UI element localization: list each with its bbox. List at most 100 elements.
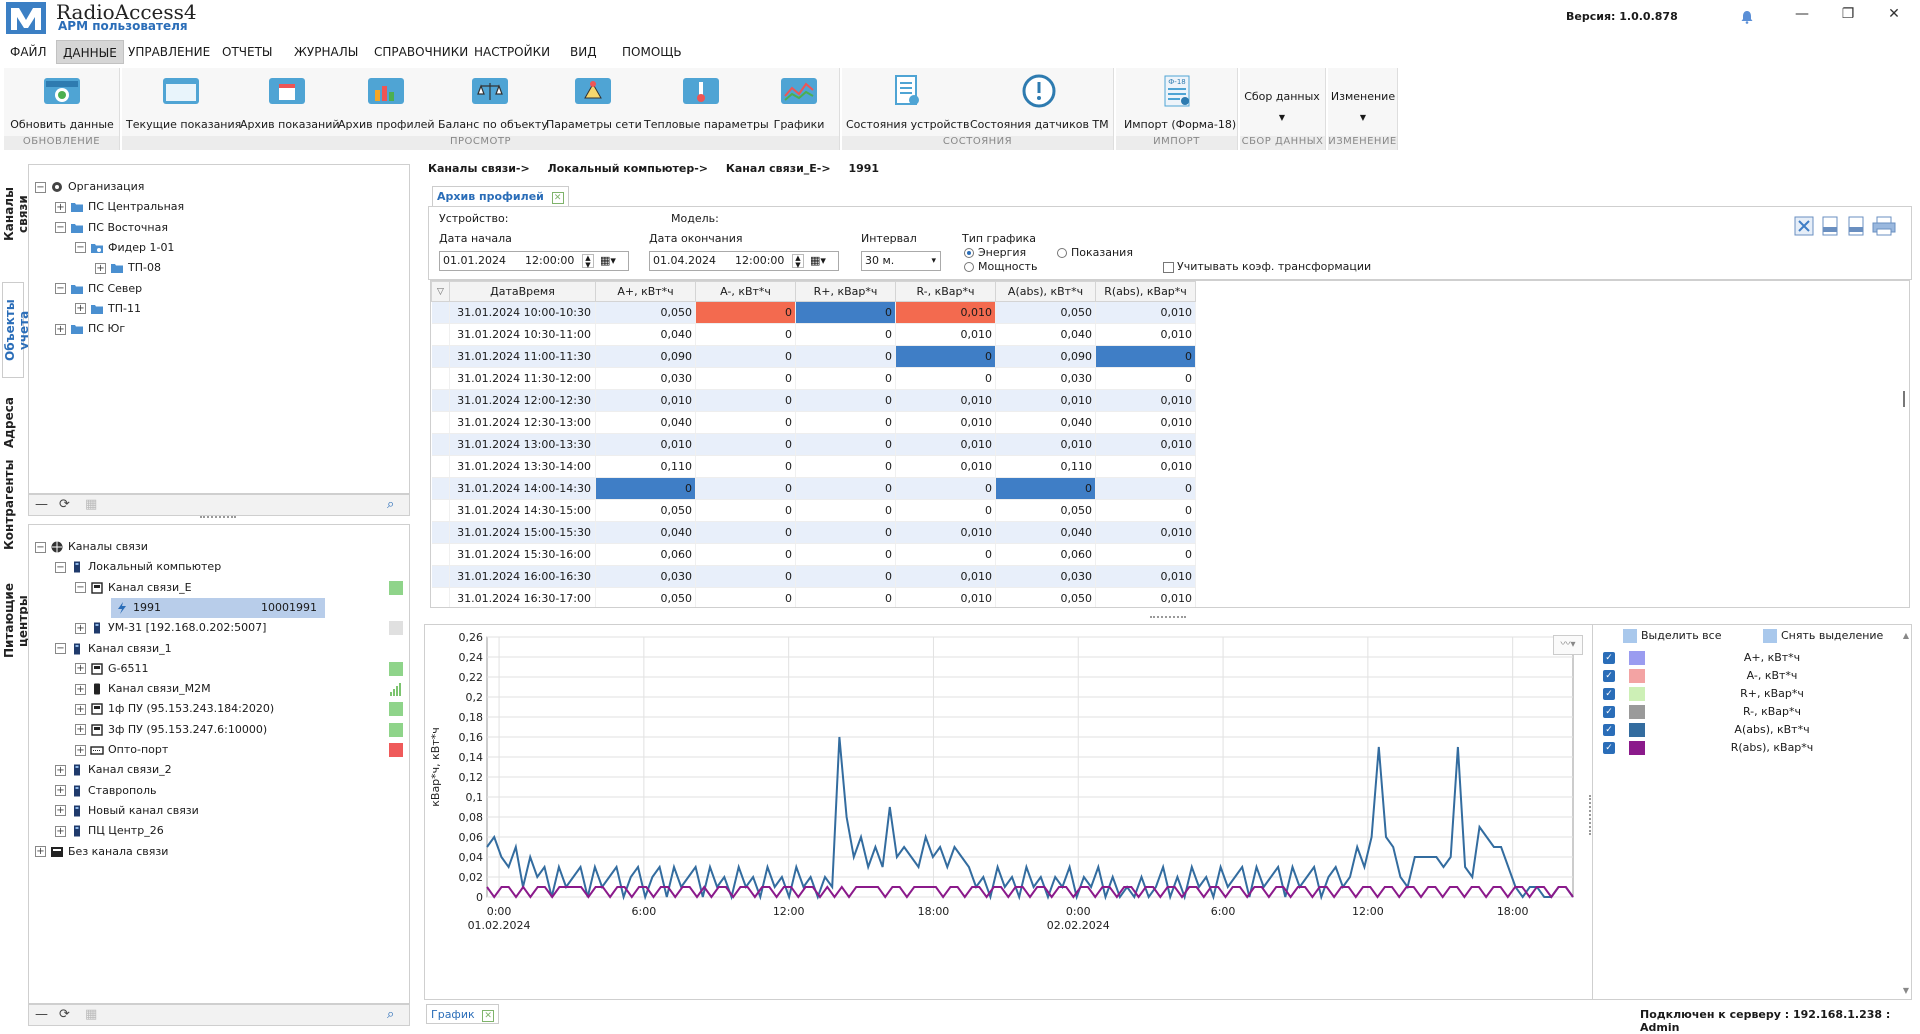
expand-toggle-icon[interactable]: +: [55, 805, 66, 817]
expand-toggle-icon[interactable]: −: [55, 222, 66, 234]
menu-file[interactable]: ФАЙЛ: [10, 45, 47, 59]
bell-icon[interactable]: [1740, 10, 1754, 24]
menu-settings[interactable]: НАСТРОЙКИ: [474, 45, 551, 59]
tree-item[interactable]: + ТП-08: [95, 258, 161, 278]
table-row[interactable]: 31.01.2024 14:00-14:30 0 0 0 0 0 0: [431, 477, 1196, 500]
change-dropdown[interactable]: Изменение ▼: [1330, 90, 1396, 122]
legend-item[interactable]: ✓ R-, кВар*ч: [1599, 703, 1891, 721]
close-button[interactable]: ✕: [1888, 6, 1900, 22]
sensor-states-button[interactable]: Состояния датчиков ТМ: [970, 74, 1109, 134]
graphs-button[interactable]: Графики: [762, 74, 836, 134]
breadcrumb-item[interactable]: Канал связи_Е->: [725, 162, 831, 175]
checkbox-checked-icon[interactable]: ✓: [1603, 688, 1615, 700]
scrollbar-thumb[interactable]: [1903, 391, 1905, 407]
menu-view[interactable]: ВИД: [570, 45, 597, 59]
radio-readings[interactable]: Показания: [1057, 246, 1133, 259]
expand-toggle-icon[interactable]: +: [95, 262, 106, 274]
legend-item[interactable]: ✓ A(abs), кВт*ч: [1599, 721, 1891, 739]
deselect-all-button[interactable]: Снять выделение: [1763, 629, 1883, 645]
search-icon[interactable]: ⌕: [387, 497, 395, 512]
table-row[interactable]: 31.01.2024 12:30-13:00 0,040 0 0 0,010 0,040 0…: [431, 411, 1196, 434]
tab-addresses[interactable]: Адреса: [2, 397, 16, 449]
tab-power-centers[interactable]: Питающие центры: [2, 583, 30, 659]
tree-item[interactable]: − Каналы связи: [35, 537, 148, 557]
table-row[interactable]: 31.01.2024 10:00-10:30 0,050 0 0 0,010 0,050 0…: [431, 301, 1196, 324]
start-date-field[interactable]: 01.01.2024 12:00:00 ▲ ▼ ▦▾: [439, 251, 629, 271]
network-params-button[interactable]: Параметры сети: [546, 74, 642, 134]
scroll-up-icon[interactable]: ▲: [1902, 631, 1909, 640]
tree-item[interactable]: + G-6511: [75, 659, 149, 679]
legend-item[interactable]: ✓ R(abs), кВар*ч: [1599, 739, 1891, 757]
tree-item[interactable]: + Канал связи_2: [55, 760, 172, 780]
scroll-down-icon[interactable]: ▼: [1902, 986, 1909, 995]
expand-toggle-icon[interactable]: +: [55, 201, 66, 213]
tab-archive-profiles[interactable]: Архив профилей ✕: [432, 186, 569, 206]
archive-readings-button[interactable]: Архив показаний: [240, 74, 340, 134]
tree-item[interactable]: + Опто-порт: [75, 740, 168, 760]
tree-item[interactable]: 1991 10001991: [111, 597, 325, 618]
expand-toggle-icon[interactable]: +: [55, 785, 66, 797]
menu-data[interactable]: ДАННЫЕ: [56, 40, 124, 64]
minimize-button[interactable]: —: [1795, 6, 1809, 22]
filter-icon[interactable]: ▽: [431, 281, 450, 302]
menu-reports[interactable]: ОТЧЕТЫ: [222, 45, 273, 59]
legend-item[interactable]: ✓ R+, кВар*ч: [1599, 685, 1891, 703]
expand-toggle-icon[interactable]: −: [55, 561, 66, 573]
checkbox-checked-icon[interactable]: ✓: [1603, 652, 1615, 664]
table-row[interactable]: 31.01.2024 13:30-14:00 0,110 0 0 0,010 0,110 0…: [431, 455, 1196, 478]
legend-item[interactable]: ✓ A+, кВт*ч: [1599, 649, 1891, 667]
maximize-button[interactable]: ❐: [1841, 6, 1855, 22]
expand-toggle-icon[interactable]: −: [75, 242, 86, 254]
table-row[interactable]: 31.01.2024 14:30-15:00 0,050 0 0 0 0,050 0: [431, 499, 1196, 522]
close-tab-icon[interactable]: ✕: [551, 192, 564, 204]
table-row[interactable]: 31.01.2024 13:00-13:30 0,010 0 0 0,010 0,010 0…: [431, 433, 1196, 456]
interval-select[interactable]: 30 м. ▾: [861, 251, 941, 271]
expand-toggle-icon[interactable]: −: [35, 541, 46, 553]
tree-item[interactable]: + ПС Центральная: [55, 197, 184, 217]
refresh-icon[interactable]: ⟳: [59, 497, 70, 512]
expand-toggle-icon[interactable]: −: [55, 283, 66, 294]
tree-item[interactable]: + Ставрополь: [55, 781, 156, 801]
expand-toggle-icon[interactable]: +: [75, 683, 86, 695]
edit-icon[interactable]: ▦: [85, 1007, 98, 1022]
tree-item[interactable]: +3ф ПУ (95.153.247.6:10000): [75, 720, 267, 740]
splitter-handle[interactable]: [200, 516, 236, 520]
export-pdf-icon[interactable]: [1819, 215, 1841, 237]
checkbox-checked-icon[interactable]: ✓: [1603, 670, 1615, 682]
table-row[interactable]: 31.01.2024 12:00-12:30 0,010 0 0 0,010 0,010 0…: [431, 389, 1196, 412]
tree-item[interactable]: +1ф ПУ (95.153.243.184:2020): [75, 699, 274, 719]
tree-item[interactable]: − Фидер 1-01: [75, 238, 174, 258]
splitter-handle[interactable]: [1589, 795, 1593, 835]
time-spinner-icon[interactable]: ▲ ▼: [792, 254, 804, 269]
table-row[interactable]: 31.01.2024 11:00-11:30 0,090 0 0 0 0,090 0: [431, 345, 1196, 368]
breadcrumb-item[interactable]: Локальный компьютер->: [547, 162, 708, 175]
tab-contractors[interactable]: Контрагенты: [2, 459, 16, 551]
edit-icon[interactable]: ▦: [85, 497, 98, 512]
tab-accounting-objects[interactable]: Объекты учета: [2, 282, 31, 378]
table-row[interactable]: 31.01.2024 16:30-17:00 0,050 0 0 0,010 0,050 0…: [431, 587, 1196, 607]
column-header[interactable]: ДатаВремя: [449, 281, 596, 302]
checkbox-checked-icon[interactable]: ✓: [1603, 742, 1615, 754]
menu-help[interactable]: ПОМОЩЬ: [622, 45, 682, 59]
table-row[interactable]: 31.01.2024 15:00-15:30 0,040 0 0 0,010 0,040 0…: [431, 521, 1196, 544]
expand-toggle-icon[interactable]: +: [55, 323, 66, 335]
checkbox-checked-icon[interactable]: ✓: [1603, 706, 1615, 718]
tree-item[interactable]: + Канал связи_М2М: [75, 679, 211, 699]
collapse-icon[interactable]: —: [35, 1007, 48, 1022]
tree-item[interactable]: − Канал связи_Е: [75, 578, 192, 598]
table-row[interactable]: 31.01.2024 16:00-16:30 0,030 0 0 0,010 0,030 0…: [431, 565, 1196, 588]
tree-item[interactable]: + Без канала связи: [35, 842, 168, 862]
menu-journals[interactable]: ЖУРНАЛЫ: [294, 45, 359, 59]
tree-item[interactable]: + ТП-11: [75, 299, 141, 319]
current-readings-button[interactable]: Текущие показания: [126, 74, 241, 134]
export-csv-icon[interactable]: [1845, 215, 1867, 237]
print-icon[interactable]: [1871, 215, 1897, 237]
collect-data-dropdown[interactable]: Сбор данных ▼: [1242, 90, 1322, 122]
expand-toggle-icon[interactable]: +: [55, 764, 66, 776]
expand-toggle-icon[interactable]: +: [75, 663, 86, 675]
expand-toggle-icon[interactable]: −: [35, 181, 46, 193]
tree-item[interactable]: − Организация: [35, 177, 144, 197]
thermal-params-button[interactable]: Тепловые параметры: [644, 74, 769, 134]
expand-toggle-icon[interactable]: +: [75, 703, 86, 715]
expand-toggle-icon[interactable]: −: [55, 643, 66, 654]
